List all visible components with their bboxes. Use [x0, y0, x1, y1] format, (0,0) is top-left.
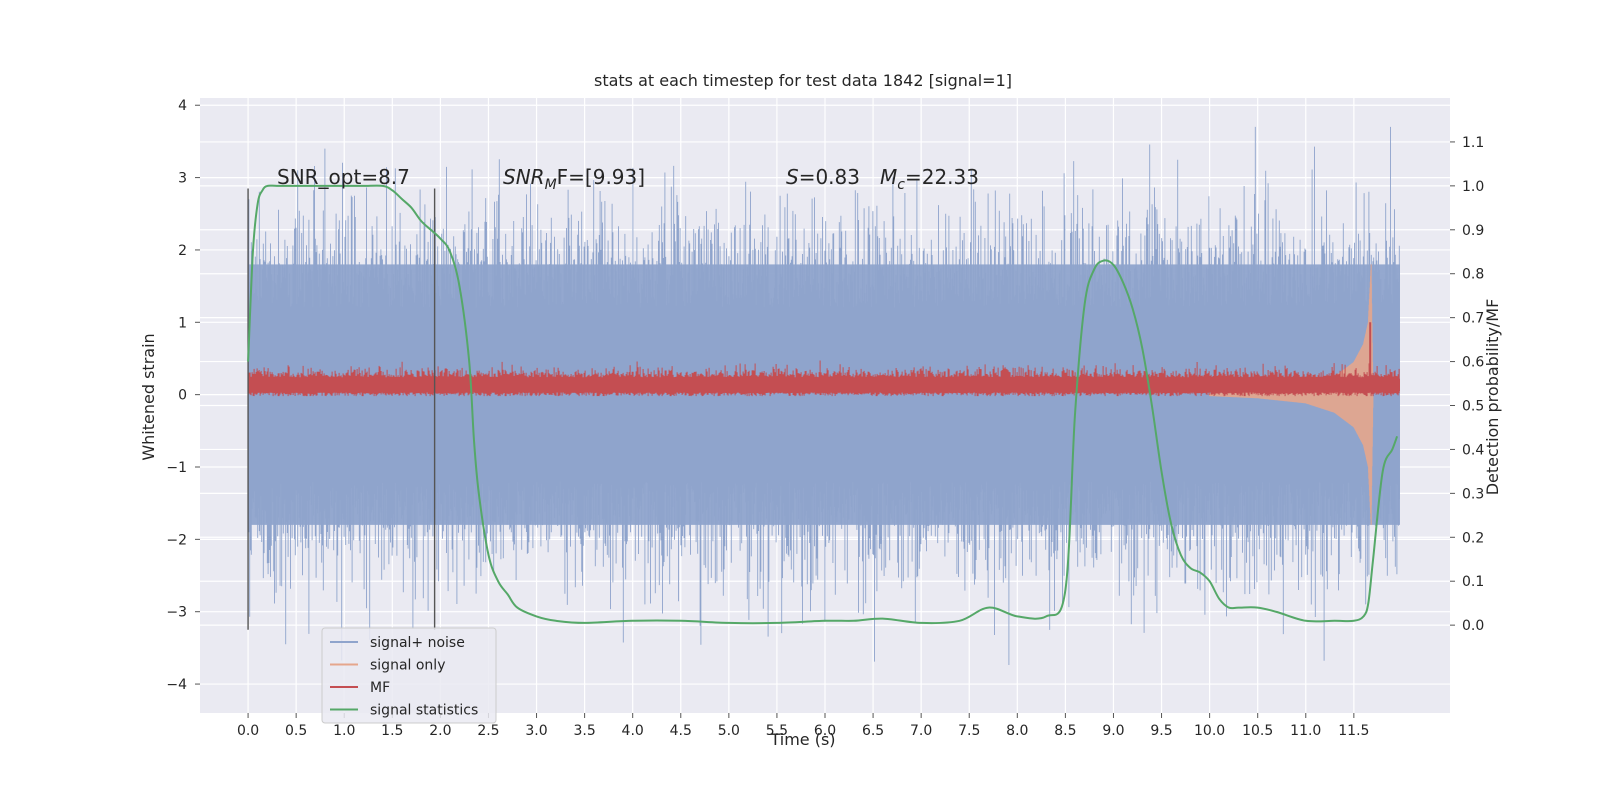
annotation-snr-mf-sub: M [545, 177, 557, 193]
annotation-mc-sub: c [897, 177, 905, 193]
annotation-mc: Mc=22.33 [880, 165, 979, 193]
x-tick-label: 0.5 [285, 723, 307, 739]
x-axis-ticks: 0.0 0.5 1.0 1.5 2.0 2.5 3.0 3.5 4.0 4.5 5.0 5.5 6.0 6… [237, 713, 1369, 739]
annotation-s-rest: =0.83 [799, 165, 860, 189]
x-tick-label: 1.0 [333, 723, 355, 739]
x-tick-label: 2.5 [477, 723, 499, 739]
y-tick-label: −1 [166, 460, 187, 476]
x-tick-label: 0.0 [237, 723, 259, 739]
legend-label: signal only [370, 658, 445, 674]
y2-tick-label: 0.5 [1462, 399, 1484, 415]
x-tick-label: 3.5 [573, 723, 595, 739]
y-tick-label: 2 [178, 243, 187, 259]
y2-axis-ticks: 0.0 0.1 0.2 0.3 0.4 0.5 0.6 0.7 0.8 0.9 1.0 1.1 [1450, 135, 1484, 634]
y2-tick-label: 0.3 [1462, 486, 1484, 502]
annotation-s: S=0.83 [786, 165, 860, 189]
annotation-s-main: S [786, 165, 799, 189]
legend-label: signal statistics [370, 703, 478, 719]
annotation-snr-opt: SNR_opt=8.7 [277, 165, 410, 189]
x-tick-label: 11.5 [1338, 723, 1369, 739]
y2-axis-label: Detection probability/MF [1483, 299, 1502, 496]
x-tick-label: 1.5 [381, 723, 403, 739]
x-tick-label: 2.0 [429, 723, 451, 739]
y-tick-label: 3 [178, 171, 187, 187]
annotation-mc-main: M [880, 165, 897, 189]
legend-label: signal+ noise [370, 635, 465, 651]
y-tick-label: −4 [166, 677, 187, 693]
y2-tick-label: 0.0 [1462, 618, 1484, 634]
y2-tick-label: 1.1 [1462, 135, 1484, 151]
annotation-snr-mf-rest: F=[9.93] [557, 165, 645, 189]
y-tick-label: 0 [178, 388, 187, 404]
x-tick-label: 3.0 [525, 723, 547, 739]
x-tick-label: 9.5 [1150, 723, 1172, 739]
y2-tick-label: 0.4 [1462, 442, 1484, 458]
annotation-mc-rest: =22.33 [905, 165, 979, 189]
y2-tick-label: 0.1 [1462, 574, 1484, 590]
x-axis-label: Time (s) [769, 730, 835, 749]
y2-tick-label: 0.8 [1462, 267, 1484, 283]
signal-statistics-series [247, 184, 1399, 625]
x-tick-label: 7.0 [910, 723, 932, 739]
y-tick-label: 4 [178, 98, 187, 114]
annotations: SNR_opt=8.7 SNRMF=[9.93] S=0.83 Mc=22.33 [277, 165, 979, 193]
x-tick-label: 11.0 [1290, 723, 1321, 739]
annotation-snr-mf-main: SNR [503, 165, 545, 189]
legend-items: signal+ noise signal only MF signal statist… [330, 635, 478, 719]
legend-box [321, 627, 497, 724]
x-tick-label: 6.5 [862, 723, 884, 739]
signal-statistics-line [247, 184, 1399, 625]
x-tick-label: 10.5 [1242, 723, 1273, 739]
x-tick-label: 4.0 [622, 723, 644, 739]
chart-title: stats at each timestep for test data 184… [594, 71, 1012, 90]
x-tick-label: 9.0 [1102, 723, 1124, 739]
y2-tick-label: 0.6 [1462, 355, 1484, 371]
x-tick-label: 8.0 [1006, 723, 1028, 739]
y-axis-ticks: −4 −3 −2 −1 0 1 2 3 4 [166, 98, 200, 693]
y-tick-label: −2 [166, 532, 187, 548]
y2-tick-label: 0.2 [1462, 530, 1484, 546]
y2-tick-label: 1.0 [1462, 179, 1484, 195]
y-axis-label: Whitened strain [139, 333, 158, 460]
x-tick-label: 6.0 [814, 723, 836, 739]
x-tick-label: 4.5 [670, 723, 692, 739]
legend: signal+ noise signal only MF signal statist… [321, 627, 497, 724]
y-tick-label: 1 [178, 315, 187, 331]
x-tick-label: 5.5 [766, 723, 788, 739]
plot-content [247, 126, 1401, 665]
annotation-snr-mf: SNRMF=[9.93] [503, 165, 645, 193]
y2-tick-label: 0.7 [1462, 311, 1484, 327]
x-tick-label: 7.5 [958, 723, 980, 739]
legend-label: MF [370, 680, 390, 696]
x-tick-label: 8.5 [1054, 723, 1076, 739]
vertical-markers [247, 188, 436, 630]
y-tick-label: −3 [166, 605, 187, 621]
x-tick-label: 10.0 [1194, 723, 1225, 739]
y2-tick-label: 0.9 [1462, 223, 1484, 239]
x-tick-label: 5.0 [718, 723, 740, 739]
